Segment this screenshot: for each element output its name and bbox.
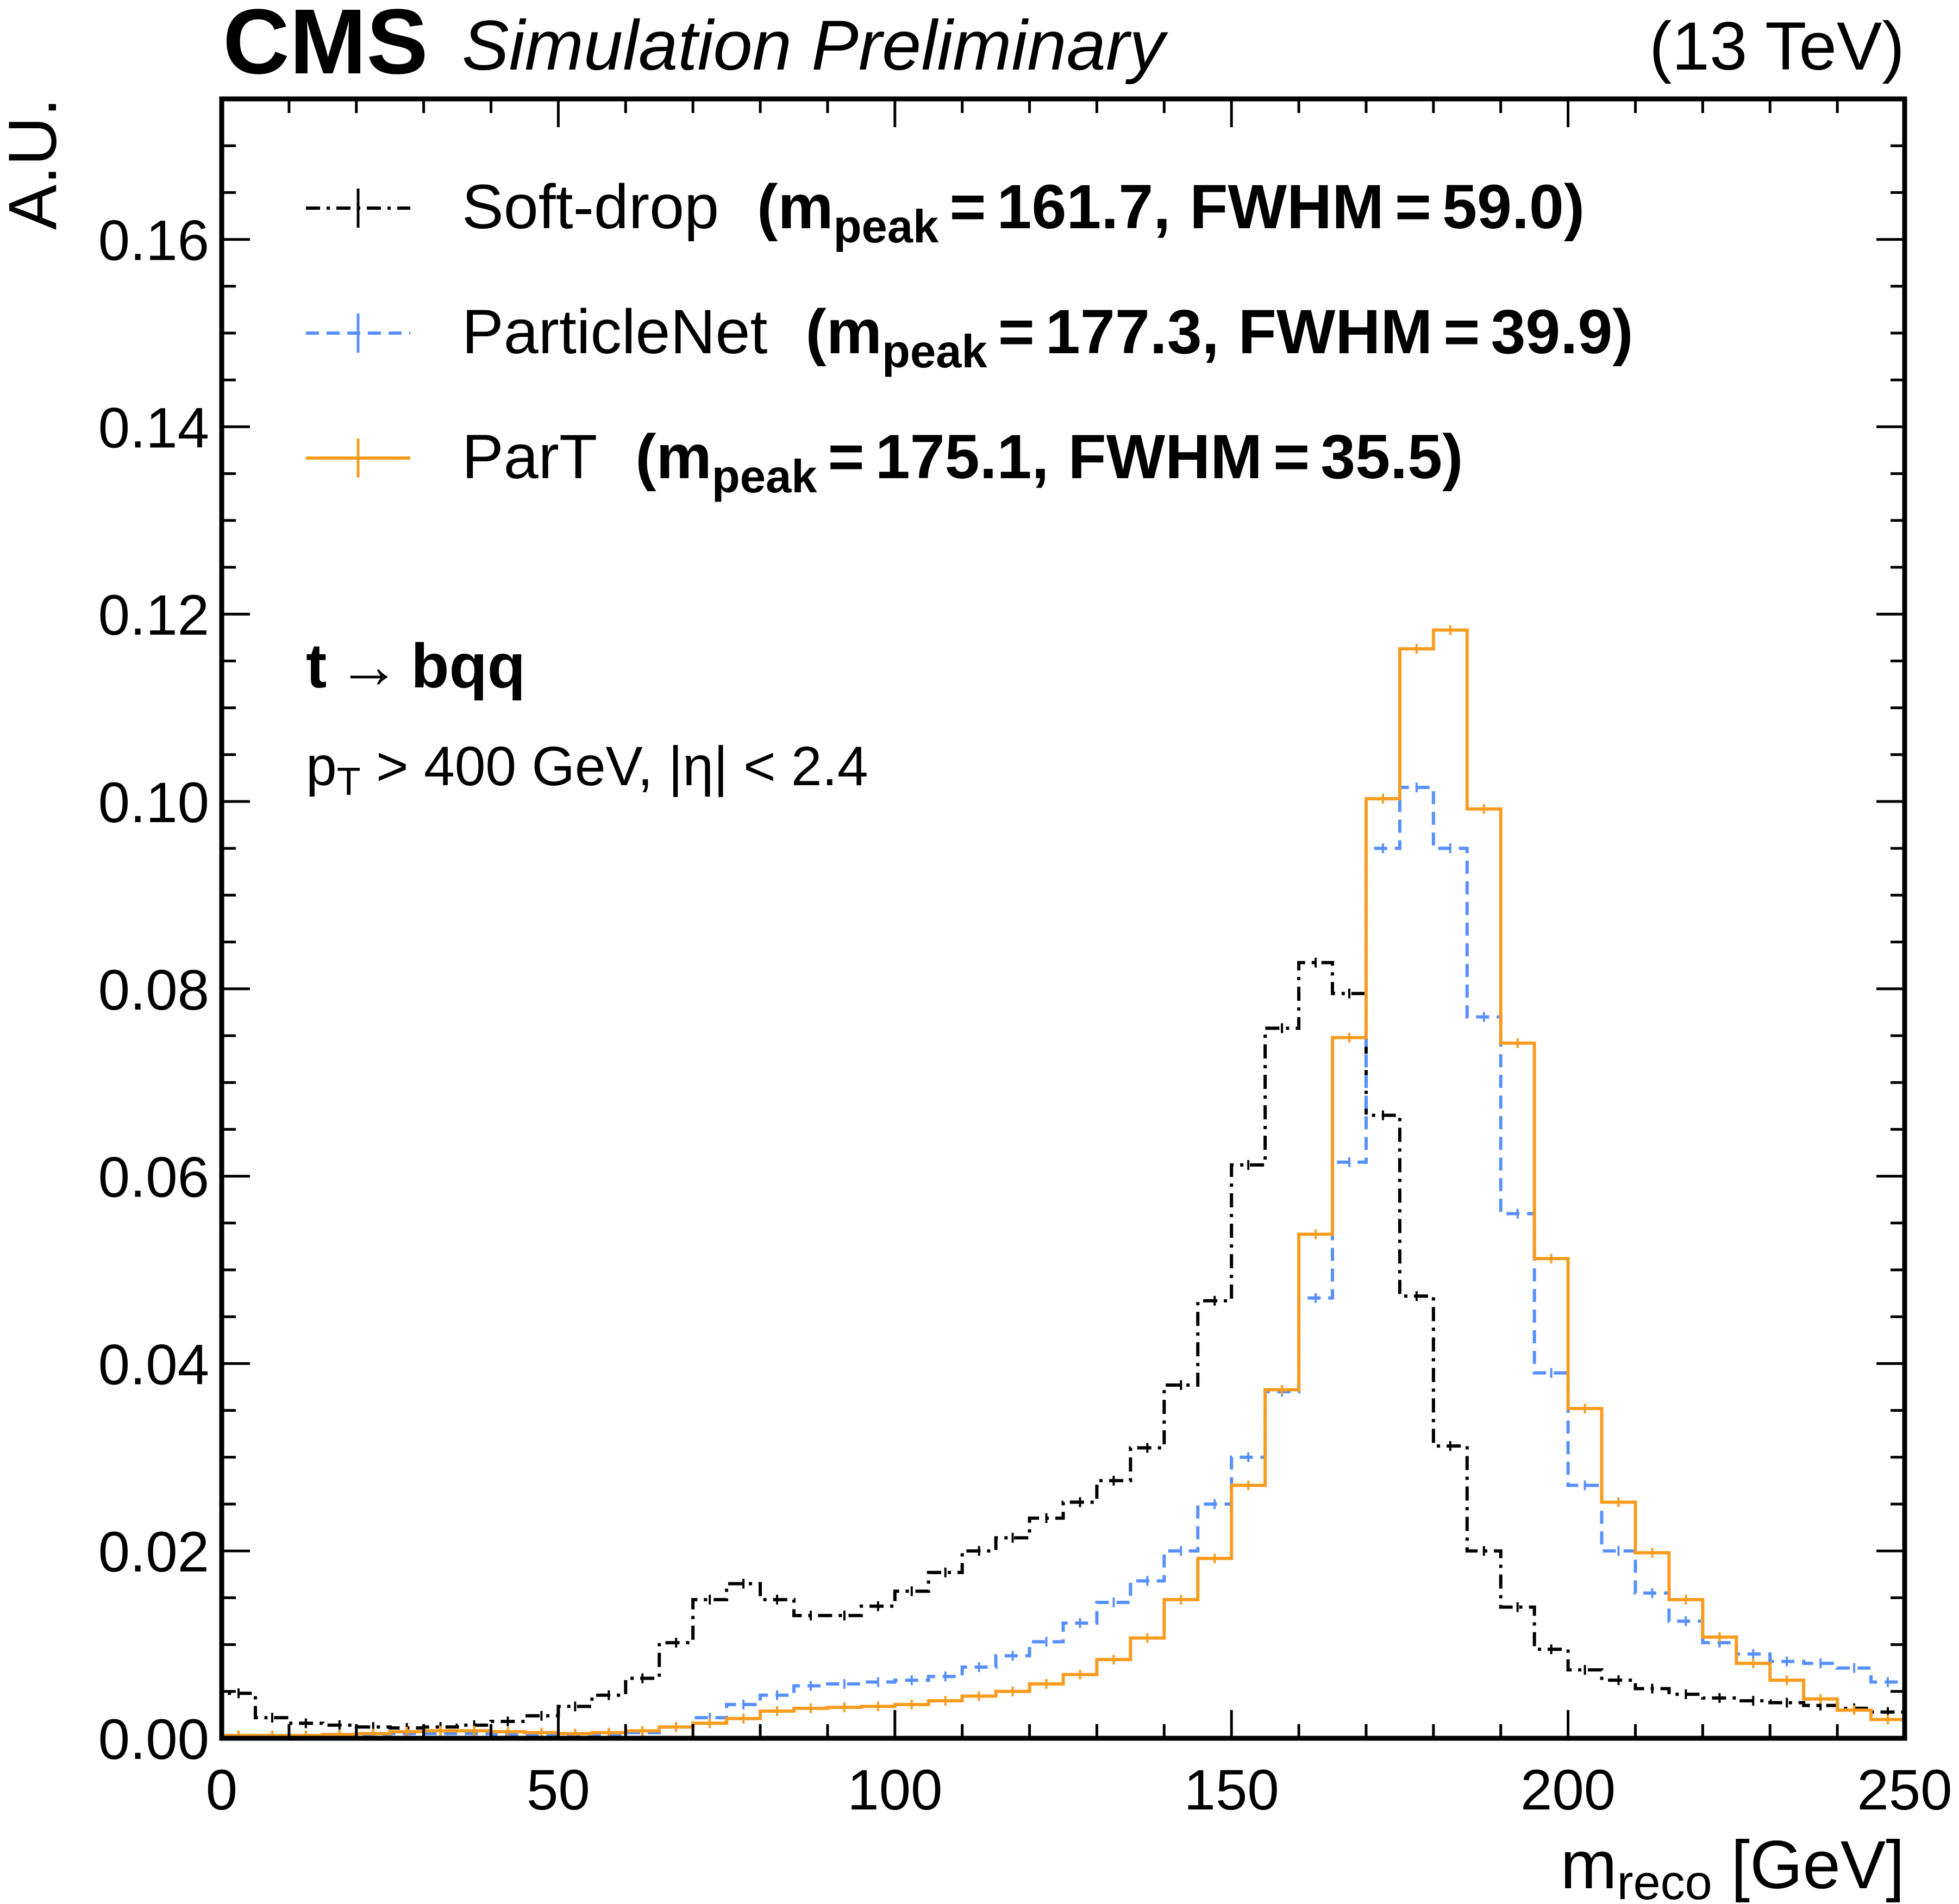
legend-series-name: ParT — [462, 422, 597, 492]
y-tick-label: 0.10 — [98, 771, 209, 835]
legend-eq: = — [998, 297, 1035, 367]
legend-fwhm: FWHM — [1238, 297, 1433, 367]
y-tick-label: 0.12 — [98, 584, 209, 647]
legend-label-2: ParT (mpeak = 175.1, FWHM = 35.5) — [462, 422, 1463, 503]
y-tick-label: 0.02 — [98, 1520, 209, 1584]
y-tick-label: 0.04 — [98, 1333, 209, 1396]
process-arrow: → — [337, 631, 400, 701]
legend-m: (m — [805, 297, 882, 367]
kinematic-p: p — [306, 735, 337, 797]
x-tick-label: 50 — [527, 1758, 590, 1822]
legend-fwhm-value: 35.5) — [1320, 422, 1463, 492]
legend-entry-0: Soft-drop (mpeak = 161.7, FWHM = 59.0) — [306, 172, 1585, 253]
legend-m: (m — [635, 422, 712, 492]
legend-peak-sub: peak — [882, 326, 987, 378]
legend-series-name: Soft-drop — [462, 172, 719, 242]
energy-label: (13 TeV) — [1649, 9, 1905, 84]
legend-eq: = — [828, 422, 865, 492]
y-tick-label: 0.16 — [98, 209, 209, 273]
y-tick-label: 0.06 — [98, 1146, 209, 1210]
legend-peak-value: 161.7, — [997, 172, 1171, 242]
series-2-line — [220, 628, 1906, 1738]
x-axis-label: mreco [GeV] — [1560, 1827, 1905, 1904]
x-tick-label: 200 — [1520, 1758, 1616, 1822]
process-decay: bqq — [411, 631, 525, 701]
x-tick-label: 100 — [847, 1758, 942, 1822]
x-axis-label-main: m — [1560, 1827, 1617, 1903]
legend-fwhm-value: 39.9) — [1491, 297, 1633, 367]
legend-m: (m — [757, 172, 834, 242]
histogram-series-group — [220, 625, 1906, 1740]
legend-label-1: ParticleNet (mpeak = 177.3, FWHM = 39.9) — [462, 297, 1633, 378]
y-tick-label: 0.00 — [98, 1708, 209, 1771]
process-label: t → bqq — [306, 631, 525, 701]
legend-label-0: Soft-drop (mpeak = 161.7, FWHM = 59.0) — [462, 172, 1585, 253]
x-axis-label-unit: [GeV] — [1712, 1827, 1905, 1903]
kinematic-sub: T — [337, 760, 361, 804]
legend-peak-value: 175.1, — [875, 422, 1049, 492]
legend-eq: = — [1443, 297, 1480, 367]
x-tick-label: 0 — [206, 1758, 237, 1822]
legend-fwhm: FWHM — [1068, 422, 1262, 492]
x-tick-label: 150 — [1184, 1758, 1279, 1822]
legend-fwhm: FWHM — [1190, 172, 1384, 242]
y-axis-label: A.U. — [0, 98, 71, 230]
y-tick-label: 0.08 — [98, 959, 209, 1022]
experiment-label: CMS — [223, 0, 428, 93]
legend-peak-sub: peak — [834, 201, 939, 253]
legend-entry-2: ParT (mpeak = 175.1, FWHM = 35.5) — [306, 422, 1463, 503]
x-axis-label-sub: reco — [1617, 1856, 1712, 1904]
process-top: t — [306, 631, 327, 701]
legend-series-name: ParticleNet — [462, 297, 767, 367]
y-tick-label: 0.14 — [98, 396, 209, 460]
y-tick-labels: 0.00 0.02 0.04 0.06 0.08 0.10 0.12 0.14 0.16 — [98, 209, 209, 1771]
legend-eq: = — [949, 172, 986, 242]
kinematic-cuts-label: pT > 400 GeV, |η| < 2.4 — [306, 735, 868, 804]
series-0-line — [220, 961, 1906, 1738]
axis-ticks-group — [220, 97, 1906, 1740]
legend-fwhm-value: 59.0) — [1442, 172, 1585, 242]
kinematic-rest: > 400 GeV, |η| < 2.4 — [361, 735, 868, 797]
legend-eq: = — [1395, 172, 1431, 242]
legend-peak-sub: peak — [712, 451, 817, 503]
simulation-label: Simulation Preliminary — [462, 5, 1168, 85]
x-tick-labels: 0 50 100 150 200 250 — [206, 1758, 1952, 1822]
plot-frame — [219, 96, 1907, 1741]
legend: Soft-drop (mpeak = 161.7, FWHM = 59.0)Particle… — [306, 172, 1633, 503]
legend-peak-value: 177.3, — [1046, 297, 1219, 367]
legend-entry-1: ParticleNet (mpeak = 177.3, FWHM = 39.9) — [306, 297, 1633, 378]
legend-eq: = — [1273, 422, 1310, 492]
x-tick-label: 250 — [1857, 1758, 1952, 1822]
